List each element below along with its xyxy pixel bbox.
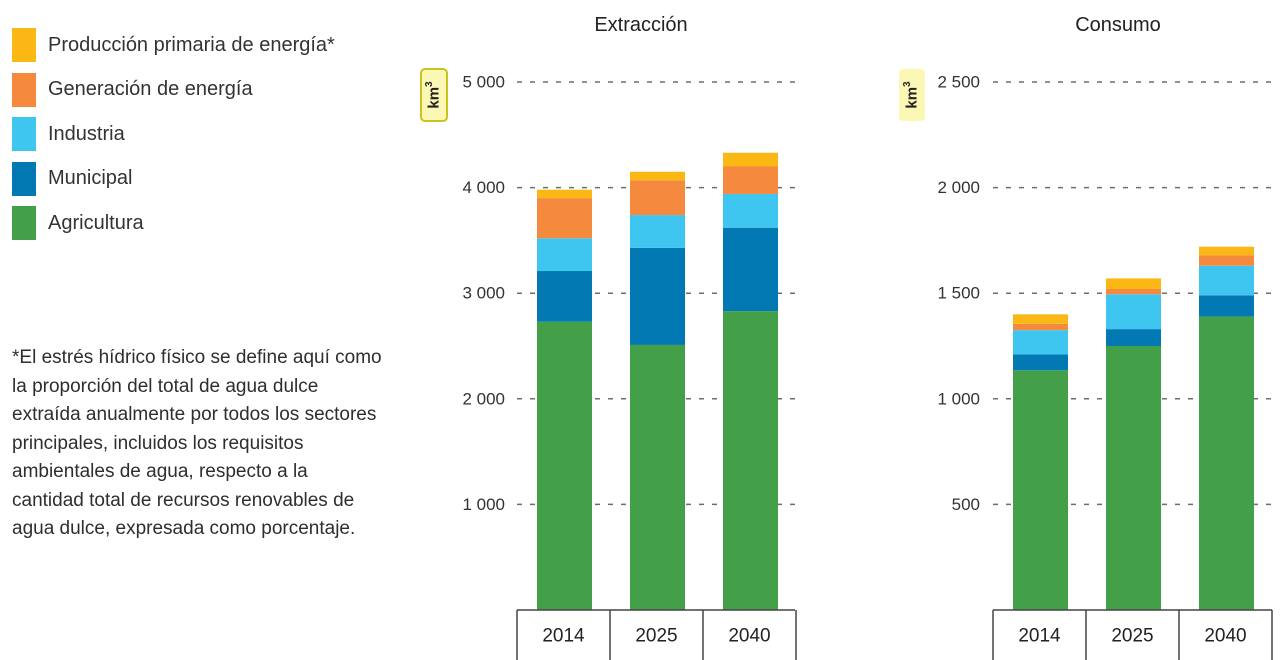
x-tick-label: 2025 xyxy=(1111,626,1153,647)
footnote: *El estrés hídrico físico se define aquí… xyxy=(12,347,382,539)
bar-segment xyxy=(630,171,685,181)
y-tick-label: 1 500 xyxy=(937,284,980,303)
bar-segment xyxy=(537,321,592,610)
x-tick-label: 2014 xyxy=(1018,626,1061,647)
bar-segment xyxy=(1013,323,1068,331)
legend-swatch xyxy=(12,28,36,62)
bar-segment xyxy=(537,238,592,272)
bar-segment xyxy=(1199,295,1254,317)
y-axis-label-sup: 3 xyxy=(424,81,435,87)
bar-segment xyxy=(1199,255,1254,266)
legend-item-produccion-primaria: Producción primaria de energía* xyxy=(12,28,335,62)
bar-segment xyxy=(723,311,778,610)
bar-segment xyxy=(723,166,778,194)
x-tick-label: 2014 xyxy=(542,626,585,647)
legend-label: Agricultura xyxy=(48,211,144,234)
bar-segment xyxy=(723,193,778,228)
legend-label: Municipal xyxy=(48,167,133,189)
bar-segment xyxy=(630,344,685,610)
bar-segment xyxy=(537,198,592,239)
legend-item-industria: Industria xyxy=(12,117,335,151)
bar-segment xyxy=(1013,330,1068,355)
bar-segment xyxy=(1106,329,1161,346)
y-tick-label: 4 000 xyxy=(462,178,505,197)
y-tick-label: 5 000 xyxy=(462,73,505,92)
bar-segment xyxy=(1199,265,1254,296)
x-tick-label: 2040 xyxy=(1204,626,1246,647)
x-tick-label: 2025 xyxy=(635,626,677,647)
y-axis-label: km3 xyxy=(902,81,921,109)
bar-segment xyxy=(537,271,592,322)
legend-swatch xyxy=(12,72,36,107)
bar-segment xyxy=(630,215,685,248)
bar-segment xyxy=(1106,346,1161,610)
bar-segment xyxy=(630,180,685,216)
chart-title: Extracción xyxy=(594,14,687,36)
unit-badge xyxy=(420,68,448,122)
legend: Producción primaria de energía* Generaci… xyxy=(12,28,335,251)
legend-swatch xyxy=(12,206,36,240)
bar-segment xyxy=(1106,278,1161,289)
bar-segment xyxy=(723,152,778,167)
bar-segment xyxy=(1199,316,1254,610)
y-tick-label: 1 000 xyxy=(937,389,980,408)
bar-segment xyxy=(630,247,685,345)
legend-item-generacion: Generación de energía xyxy=(12,72,335,107)
y-tick-label: 2 500 xyxy=(937,73,980,92)
y-tick-label: 1 000 xyxy=(462,495,505,514)
bar-segment xyxy=(1013,314,1068,324)
y-tick-label: 2 000 xyxy=(937,178,980,197)
bar-segment xyxy=(1106,294,1161,330)
legend-swatch xyxy=(12,161,36,196)
unit-badge xyxy=(899,69,925,121)
legend-item-municipal: Municipal xyxy=(12,161,335,196)
x-tick-label: 2040 xyxy=(728,626,770,647)
legend-label: Producción primaria de energía* xyxy=(48,33,335,56)
y-axis-label: km3 xyxy=(424,81,443,109)
chart-title: Consumo xyxy=(1075,14,1161,36)
y-tick-label: 500 xyxy=(952,495,980,514)
bar-segment xyxy=(1013,354,1068,371)
y-axis-label-sup: 3 xyxy=(902,81,913,87)
bar-segment xyxy=(537,189,592,199)
bar-segment xyxy=(1199,246,1254,256)
y-tick-label: 2 000 xyxy=(462,389,505,408)
bar-segment xyxy=(1013,370,1068,610)
y-tick-label: 3 000 xyxy=(462,284,505,303)
bar-segment xyxy=(723,227,778,312)
legend-swatch xyxy=(12,117,36,151)
legend-item-agricultura: Agricultura xyxy=(12,206,335,240)
bar-segment xyxy=(1106,288,1161,295)
legend-label: Industria xyxy=(48,122,125,145)
legend-label: Generación de energía xyxy=(48,78,253,100)
